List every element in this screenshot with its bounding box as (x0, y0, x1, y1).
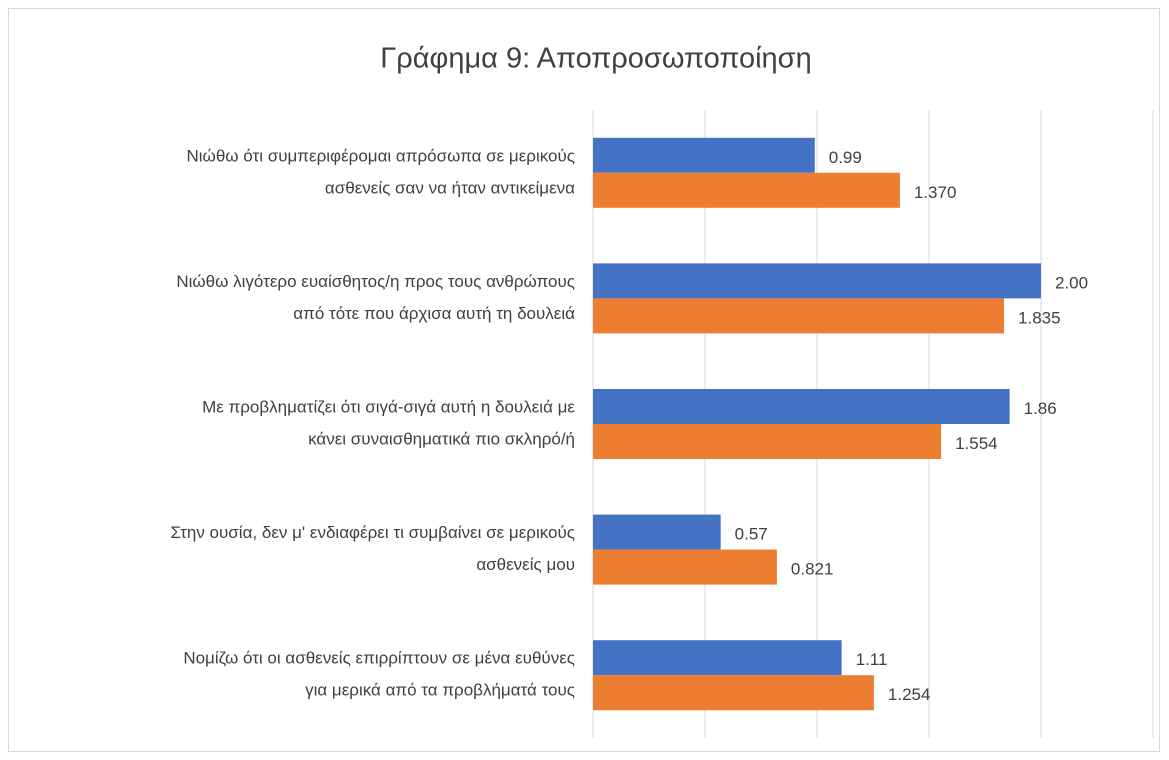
value-label: 0.99 (829, 148, 862, 167)
chart-title: Γράφημα 9: Αποπροσωποποίηση (380, 43, 811, 75)
category-label: κάνει συναισθηματικά πιο σκληρό/ή (308, 429, 575, 448)
bar (593, 137, 815, 173)
value-label: 1.370 (914, 183, 957, 202)
category-label: Με προβληματίζει ότι σιγά-σιγά αυτή η δο… (202, 397, 575, 416)
category-label: ασθενείς σαν να ήταν αντικείμενα (325, 178, 575, 197)
bar (593, 172, 900, 208)
bar (593, 514, 721, 550)
category-label: για μερικά από τα προβλήματά τους (305, 681, 575, 700)
category-label: Νιώθω λιγότερο ευαίσθητος/η προς τους αν… (176, 272, 575, 291)
category-label: Νιώθω ότι συμπεριφέρομαι απρόσωπα σε μερ… (187, 146, 576, 165)
bar (593, 389, 1010, 424)
value-label: 1.835 (1018, 308, 1061, 327)
bar (593, 298, 1005, 334)
value-label: 1.254 (888, 685, 931, 704)
bar (593, 640, 842, 676)
bar (593, 675, 874, 711)
value-label: 0.821 (791, 560, 834, 579)
category-label: από τότε που άρχισα αυτή τη δουλειά (293, 304, 575, 323)
value-label: 1.554 (955, 434, 998, 453)
bar (593, 424, 942, 459)
chart-border (8, 8, 1160, 752)
value-label: 1.11 (856, 650, 888, 669)
value-label: 2.00 (1055, 273, 1088, 292)
category-label: ασθενείς μου (476, 555, 575, 574)
value-label: 1.86 (1024, 399, 1057, 418)
category-label: Στην ουσία, δεν μ' ενδιαφέρει τι συμβαίν… (170, 523, 575, 542)
bar (593, 263, 1041, 299)
category-label: Νομίζω ότι οι ασθενείς επιρρίπτουν σε μέ… (183, 649, 575, 668)
value-label: 0.57 (735, 525, 768, 544)
bar (593, 549, 777, 585)
